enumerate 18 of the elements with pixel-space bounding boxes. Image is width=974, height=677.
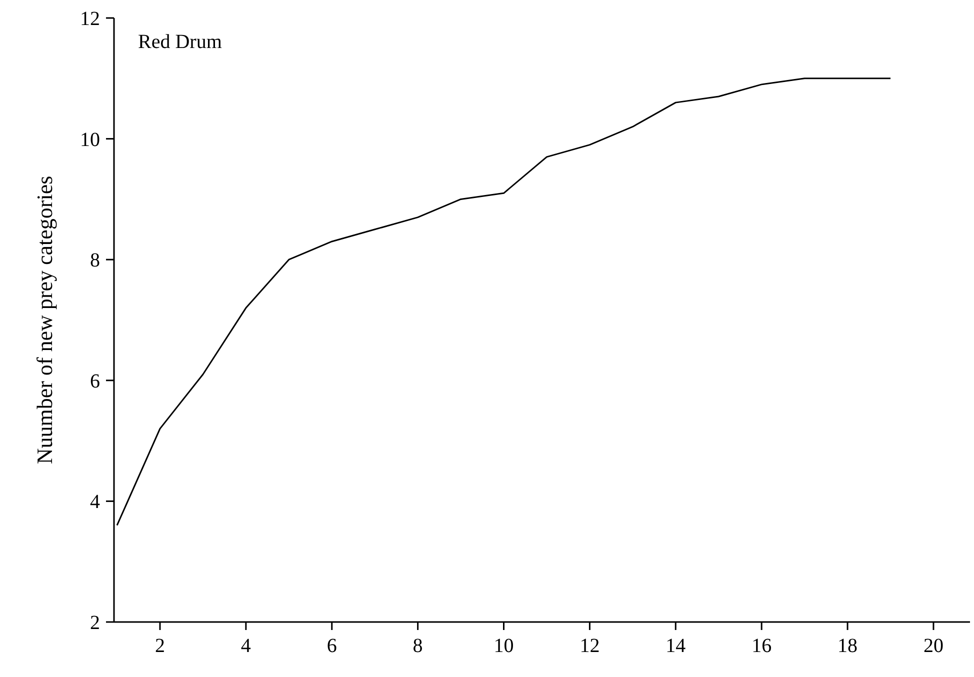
x-tick-label: 12 bbox=[580, 635, 600, 657]
y-tick-label: 10 bbox=[80, 128, 100, 151]
y-tick-label: 6 bbox=[90, 370, 100, 392]
x-tick-label: 6 bbox=[326, 635, 337, 657]
y-tick-label: 2 bbox=[90, 612, 100, 634]
y-tick-label: 4 bbox=[90, 491, 100, 514]
x-tick-label: 10 bbox=[494, 635, 514, 657]
x-tick-label: 8 bbox=[412, 635, 423, 657]
x-tick-label: 18 bbox=[838, 635, 858, 657]
annotation: Red Drum bbox=[138, 31, 222, 53]
x-tick-label: 4 bbox=[240, 635, 251, 657]
y-tick-label: 12 bbox=[80, 8, 100, 30]
x-tick-label: 16 bbox=[752, 635, 772, 657]
x-tick-label: 14 bbox=[666, 635, 686, 657]
x-tick-label: 20 bbox=[923, 635, 944, 657]
x-tick-label: 2 bbox=[154, 635, 165, 657]
y-axis-title: Nuumber of new prey categories bbox=[32, 176, 57, 464]
y-tick-label: 8 bbox=[90, 250, 100, 272]
